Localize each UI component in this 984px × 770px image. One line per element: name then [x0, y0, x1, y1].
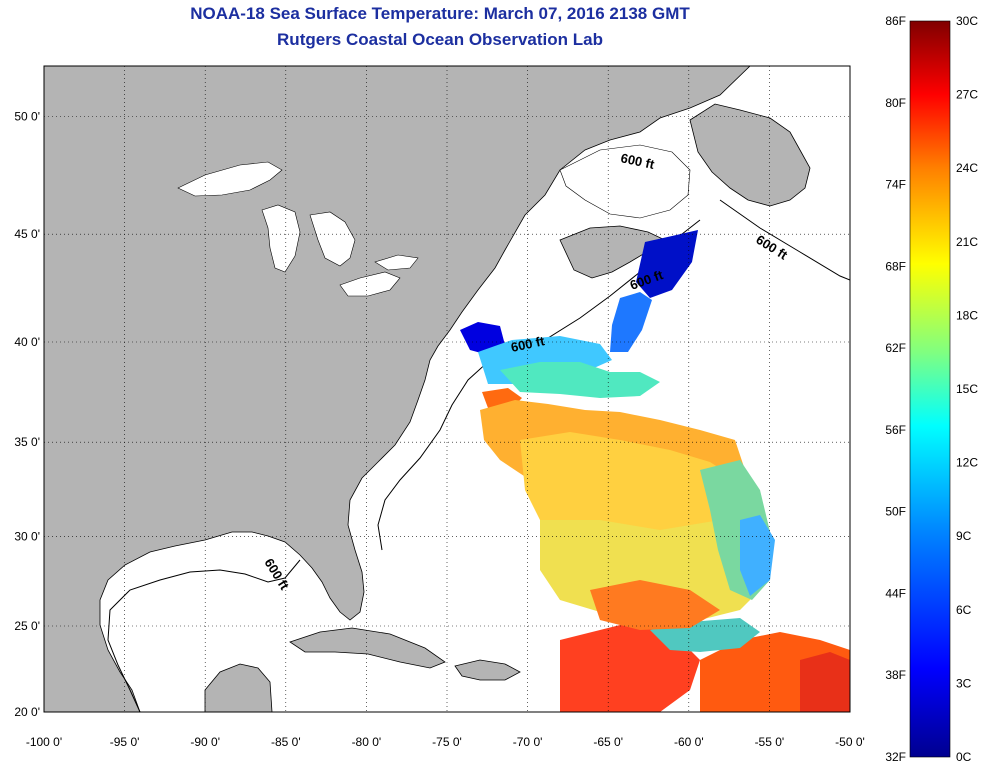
hispaniola-land	[454, 659, 521, 681]
latitude-tick-label: 20 0'	[14, 705, 40, 719]
colorbar-celsius-label: 3C	[956, 676, 972, 690]
great-lakes	[177, 161, 419, 297]
sst-field	[460, 230, 850, 712]
colorbar-fahrenheit-labels: 86F 80F 74F 68F 62F 56F 50F 44F 38F 32F	[885, 14, 906, 764]
latitude-tick-label: 30 0'	[14, 529, 40, 543]
yucatan-land	[204, 663, 273, 712]
map-frame	[43, 65, 851, 713]
longitude-tick-label: -55 0'	[755, 735, 785, 749]
contour-label-600ft-4: 600 ft	[510, 333, 547, 355]
colorbar-celsius-label: 12C	[956, 456, 978, 470]
colorbar-fahrenheit-label: 62F	[885, 341, 906, 355]
longitude-tick-label: -60 0'	[674, 735, 704, 749]
colorbar-fahrenheit-label: 32F	[885, 750, 906, 764]
page-subtitle: Rutgers Coastal Ocean Observation Lab	[277, 30, 603, 49]
gulf-st-lawrence	[559, 144, 691, 219]
longitude-tick-label: -95 0'	[110, 735, 140, 749]
colorbar-celsius-label: 21C	[956, 235, 978, 249]
colorbar-fahrenheit-label: 68F	[885, 259, 906, 273]
latitude-tick-label: 35 0'	[14, 435, 40, 449]
colorbar-fahrenheit-label: 44F	[885, 586, 906, 600]
longitude-tick-label: -85 0'	[271, 735, 301, 749]
colorbar-celsius-label: 0C	[956, 750, 972, 764]
longitude-tick-label: -75 0'	[432, 735, 462, 749]
longitude-tick-label: -65 0'	[593, 735, 623, 749]
isobath-600ft-gulf	[107, 559, 301, 712]
north-america-land	[44, 66, 751, 712]
longitude-labels: -100 0' -95 0' -90 0' -85 0' -80 0' -75 0' -70…	[26, 735, 865, 749]
longitude-tick-label: -100 0'	[26, 735, 62, 749]
colorbar-celsius-label: 6C	[956, 603, 972, 617]
page-title: NOAA-18 Sea Surface Temperature: March 0…	[190, 4, 690, 23]
colorbar-celsius-labels: 30C 27C 24C 21C 18C 15C 12C 9C 6C 3C 0C	[956, 14, 978, 764]
isobath-600ft-atlantic	[377, 199, 850, 551]
latitude-tick-label: 45 0'	[14, 227, 40, 241]
colorbar-celsius-label: 9C	[956, 529, 972, 543]
colorbar-fahrenheit-label: 56F	[885, 423, 906, 437]
colorbar-celsius-label: 24C	[956, 161, 978, 175]
colorbar-celsius-label: 18C	[956, 308, 978, 322]
latitude-tick-label: 40 0'	[14, 335, 40, 349]
cuba-land	[289, 627, 446, 669]
colorbar-fahrenheit-label: 80F	[885, 96, 906, 110]
longitude-tick-label: -90 0'	[190, 735, 220, 749]
colorbar-fahrenheit-label: 86F	[885, 14, 906, 28]
contour-label-600ft-1: 600 ft	[619, 150, 656, 172]
colorbar-celsius-label: 27C	[956, 88, 978, 102]
longitude-tick-label: -70 0'	[513, 735, 543, 749]
colorbar-fahrenheit-label: 38F	[885, 668, 906, 682]
colorbar	[909, 20, 951, 758]
longitude-tick-label: -80 0'	[352, 735, 382, 749]
colorbar-celsius-label: 30C	[956, 14, 978, 28]
latitude-tick-label: 50 0'	[14, 109, 40, 123]
colorbar-fahrenheit-label: 74F	[885, 178, 906, 192]
colorbar-fahrenheit-label: 50F	[885, 505, 906, 519]
latitude-tick-label: 25 0'	[14, 619, 40, 633]
latitude-labels: 50 0' 45 0' 40 0' 35 0' 30 0' 25 0' 20 0'	[14, 109, 40, 719]
colorbar-celsius-label: 15C	[956, 382, 978, 396]
longitude-tick-label: -50 0'	[835, 735, 865, 749]
newfoundland-land	[689, 103, 811, 207]
